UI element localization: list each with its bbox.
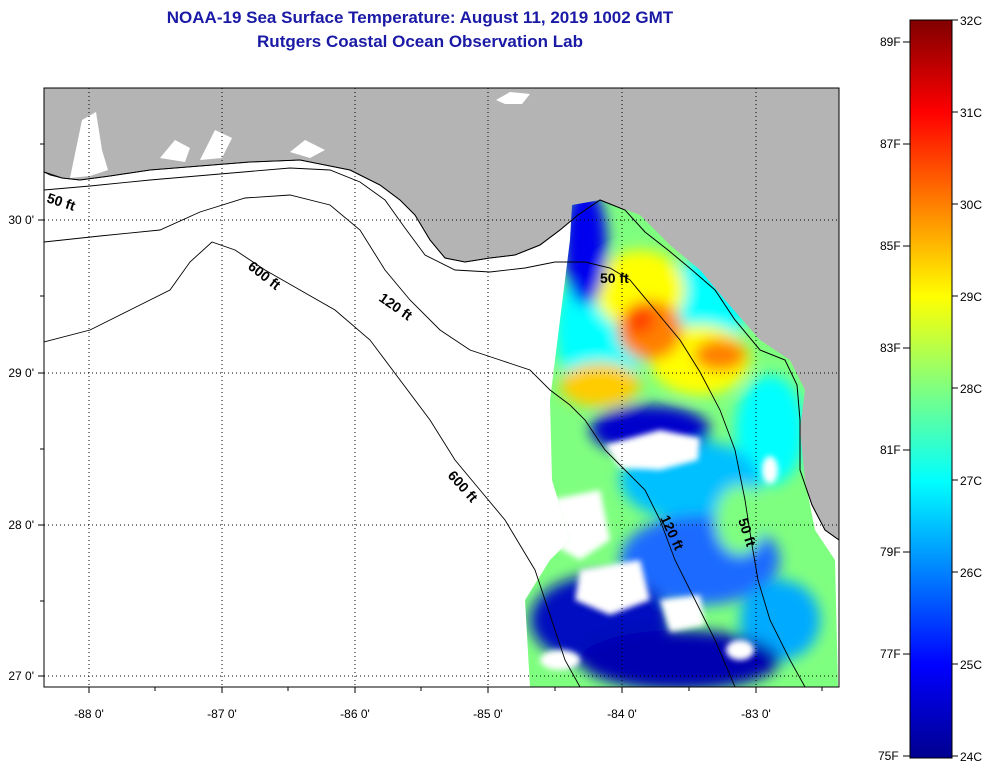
lon-label: -83 0' [741, 707, 771, 721]
bay [496, 92, 530, 104]
colorbar-c-label: 28C [960, 382, 982, 396]
colorbar-c-label: 24C [960, 750, 982, 764]
colorbar-f-label: 77F [880, 647, 901, 661]
axis-ticks [38, 143, 823, 693]
lon-label: -86 0' [340, 707, 370, 721]
colorbar-f-label: 81F [880, 443, 901, 457]
colorbar-c-label: 27C [960, 474, 982, 488]
bay [290, 140, 325, 158]
colorbar-c-label: 26C [960, 566, 982, 580]
lon-label: -85 0' [473, 707, 503, 721]
lat-label: 30 0' [8, 213, 34, 227]
colorbar-f-label: 83F [880, 341, 901, 355]
lon-label: -87 0' [207, 707, 237, 721]
colorbar-f-label: 85F [880, 239, 901, 253]
map-title: NOAA-19 Sea Surface Temperature: August … [166, 8, 674, 27]
colorbar-f-label: 79F [880, 545, 901, 559]
colorbar-c-label: 25C [960, 658, 982, 672]
lon-label: -88 0' [74, 707, 104, 721]
colorbar-f-label: 87F [880, 137, 901, 151]
colorbar [909, 19, 953, 759]
contour-120ft [44, 194, 736, 687]
contour-label: 50 ft [600, 270, 629, 286]
graticule [44, 88, 839, 687]
coastline [44, 159, 839, 541]
colorbar-c-label: 31C [960, 106, 982, 120]
colorbar-f-label: 89F [880, 35, 901, 49]
bay [160, 140, 190, 162]
colorbar-c-label: 30C [960, 198, 982, 212]
lat-label: 29 0' [8, 366, 34, 380]
map-subtitle: Rutgers Coastal Ocean Observation Lab [257, 32, 583, 51]
contour-50ft [44, 167, 806, 687]
bay [200, 130, 232, 160]
colorbar-c-label: 29C [960, 290, 982, 304]
colorbar-c-label: 32C [960, 14, 982, 28]
plot-frame [43, 87, 840, 688]
lat-label: 27 0' [8, 669, 34, 683]
lat-label: 28 0' [8, 518, 34, 532]
colorbar-ticks [903, 19, 958, 757]
lon-label: -84 0' [607, 707, 637, 721]
colorbar-f-label: 75F [878, 749, 899, 763]
contour-600ft [44, 241, 581, 687]
